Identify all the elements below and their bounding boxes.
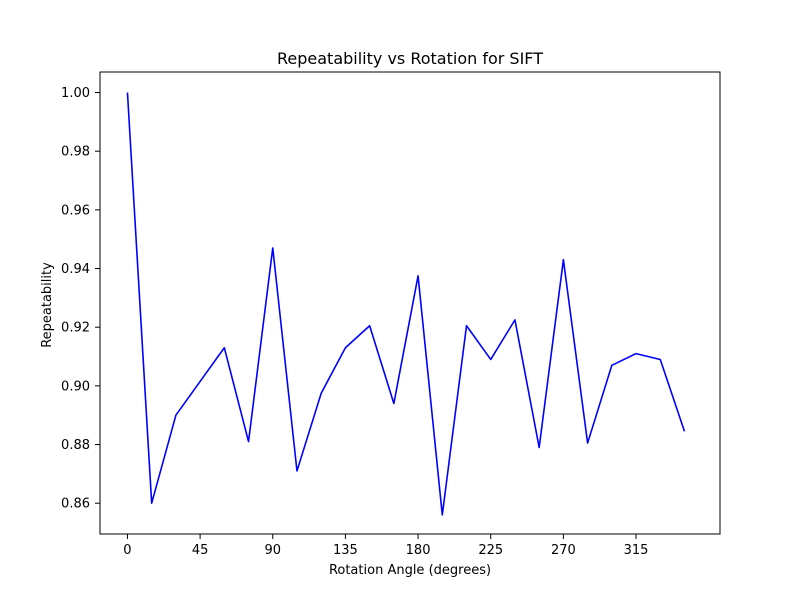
- x-axis-label: Rotation Angle (degrees): [329, 563, 491, 578]
- data-series-line: [126, 92, 686, 516]
- y-tick-label: 0.96: [61, 203, 90, 218]
- y-tick-label: 0.90: [61, 379, 90, 394]
- x-tick-label: 135: [333, 543, 358, 558]
- plot-area: 0 45 90 135 180 225 270 315 0.86 0.88 0.90 0.92 0.94…: [61, 71, 721, 558]
- y-tick-label: 1.00: [61, 86, 90, 101]
- y-tick-label: 0.94: [61, 262, 90, 277]
- y-tick-label: 0.86: [61, 497, 90, 512]
- axes-frame: [99, 71, 721, 535]
- y-tick-label: 0.98: [61, 145, 90, 160]
- x-tick-label: 225: [478, 543, 503, 558]
- x-tick-label: 90: [264, 543, 281, 558]
- y-tick-label: 0.92: [61, 321, 90, 336]
- chart-title: Repeatability vs Rotation for SIFT: [277, 49, 543, 68]
- y-axis-label: Repeatability: [40, 262, 55, 348]
- x-tick-label: 315: [624, 543, 649, 558]
- x-tick-label: 270: [551, 543, 576, 558]
- x-tick-label: 45: [192, 543, 209, 558]
- y-tick-label: 0.88: [61, 438, 90, 453]
- x-tick-label: 0: [123, 543, 131, 558]
- x-tick-label: 180: [406, 543, 431, 558]
